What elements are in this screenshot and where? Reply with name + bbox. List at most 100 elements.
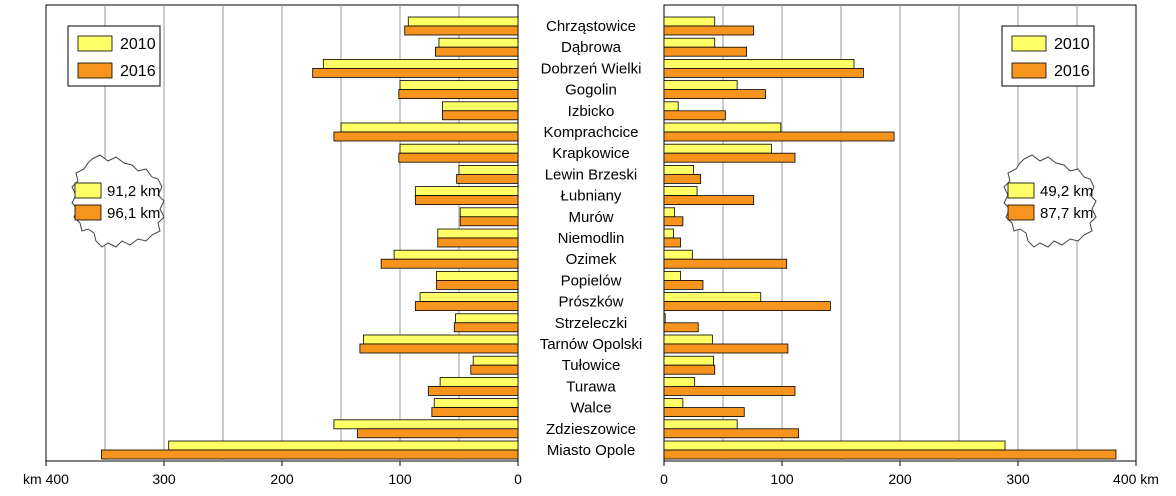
right-bar-2010: [663, 101, 679, 112]
right-bar-2016: [663, 279, 704, 290]
category-label: Popielów: [561, 272, 622, 289]
right-bar-2016: [663, 195, 755, 206]
right-bar-2016: [663, 428, 799, 439]
left-bar-2010: [472, 355, 519, 366]
category-label: Chrząstowice: [546, 18, 636, 35]
left-bar-2016: [380, 258, 519, 269]
left-bar-2010: [399, 143, 519, 154]
right-bar-2010: [663, 249, 693, 260]
left-bar-2010: [333, 419, 519, 430]
left-average-swatch: [74, 204, 102, 221]
left-tick-label: km 400: [23, 471, 69, 487]
left-tick-label: 200: [270, 471, 294, 487]
left-bar-2016: [436, 279, 519, 290]
category-label: Komprachcice: [543, 124, 638, 141]
right-tick-label: 0: [660, 471, 668, 487]
left-legend-swatch: [77, 35, 113, 52]
right-bar-2016: [663, 407, 745, 418]
right-bar-2010: [663, 16, 716, 27]
right-legend-swatch: [1011, 35, 1047, 52]
category-label: Miasto Opole: [547, 442, 635, 459]
right-bar-2010: [663, 270, 681, 281]
left-bar-2010: [419, 292, 519, 303]
left-bar-2010: [414, 186, 519, 197]
right-bar-2016: [663, 322, 699, 333]
right-bar-2010: [663, 143, 772, 154]
left-bar-2016: [398, 152, 519, 163]
right-bar-2010: [663, 122, 782, 133]
left-bar-2016: [470, 364, 519, 375]
category-label: Krapkowice: [552, 145, 630, 162]
right-bar-2010: [663, 334, 713, 345]
category-label: Gogolin: [565, 82, 617, 99]
left-bar-2016: [434, 46, 519, 57]
right-bar-2010: [663, 313, 666, 324]
left-bar-2010: [458, 164, 519, 175]
left-legend-label: 2010: [120, 36, 156, 53]
right-legend-swatch: [1011, 62, 1047, 79]
right-bar-2010: [663, 37, 716, 48]
left-bar-2010: [442, 101, 519, 112]
left-tick-label: 300: [152, 471, 176, 487]
left-legend-label: 2016: [120, 63, 156, 80]
left-bar-2010: [399, 80, 519, 90]
category-label: Dąbrowa: [561, 39, 622, 56]
category-label: Tarnów Opolski: [540, 336, 643, 353]
right-tick-label: 100: [770, 471, 794, 487]
left-bar-2016: [437, 237, 519, 248]
left-region-map: [71, 154, 165, 248]
left-bar-2010: [438, 37, 519, 48]
right-bar-2010: [663, 59, 855, 69]
left-bar-2016: [101, 449, 519, 460]
right-bar-2016: [663, 258, 788, 269]
right-bar-2010: [663, 228, 674, 239]
category-label: Lewin Brzeski: [545, 166, 638, 183]
left-bar-2010: [322, 59, 519, 69]
left-bar-2016: [456, 173, 519, 184]
right-bar-2010: [663, 207, 676, 218]
category-label: Murów: [568, 209, 613, 226]
right-bar-2016: [663, 25, 755, 36]
right-bar-2016: [663, 343, 789, 354]
left-bar-2010: [455, 313, 519, 324]
left-bar-2010: [437, 228, 519, 239]
right-bar-2016: [663, 89, 766, 99]
right-tick-label: 300: [1006, 471, 1030, 487]
left-bar-2016: [453, 322, 519, 333]
right-average-swatch: [1007, 182, 1035, 199]
right-bar-2010: [663, 419, 738, 430]
right-bar-2016: [663, 449, 1117, 460]
right-bar-2016: [663, 364, 716, 375]
right-tick-label: 200: [888, 471, 912, 487]
right-bar-2016: [663, 152, 796, 163]
category-label: Strzeleczki: [555, 315, 628, 332]
left-bar-2010: [393, 249, 519, 260]
category-label: Ozimek: [566, 251, 617, 268]
left-bar-2016: [359, 343, 519, 354]
right-bar-2010: [663, 186, 698, 197]
left-legend-swatch: [77, 62, 113, 79]
right-average-swatch: [1007, 204, 1035, 221]
left-bar-2016: [312, 68, 519, 78]
right-average-label: 87,7 km: [1040, 205, 1093, 222]
right-bar-2016: [663, 68, 864, 78]
right-bar-2010: [663, 355, 714, 366]
category-label: Walce: [570, 400, 611, 417]
left-average-swatch: [74, 182, 102, 199]
right-bar-2016: [663, 110, 726, 121]
right-tick-label: 400 km: [1113, 471, 1159, 487]
left-bar-2010: [433, 398, 519, 409]
left-bar-2016: [398, 89, 519, 99]
left-bar-2010: [363, 334, 519, 345]
left-tick-label: 0: [514, 471, 522, 487]
category-label: Turawa: [566, 378, 616, 395]
right-legend-label: 2010: [1054, 36, 1090, 53]
category-label: Tułowice: [562, 357, 621, 374]
category-label: Niemodlin: [558, 230, 625, 247]
right-bar-2016: [663, 46, 747, 57]
left-bar-2016: [431, 407, 519, 418]
right-bar-2010: [663, 440, 1006, 451]
right-bar-2016: [663, 237, 681, 248]
right-bar-2016: [663, 173, 701, 184]
